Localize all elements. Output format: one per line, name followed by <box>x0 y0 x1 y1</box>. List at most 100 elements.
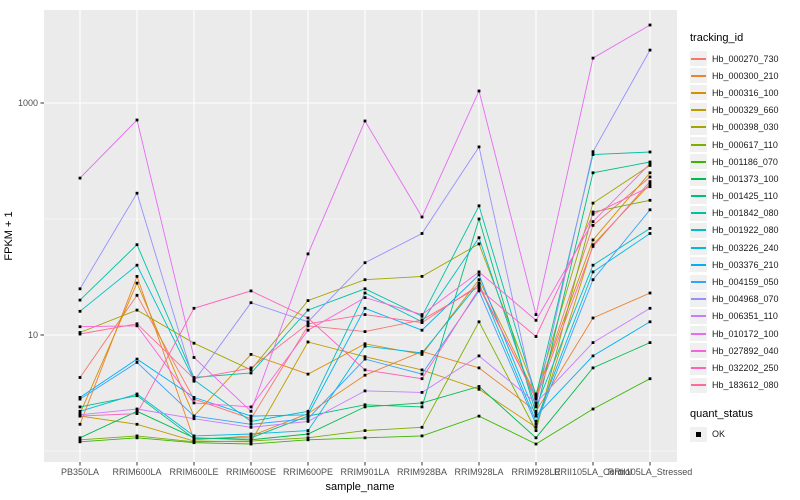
legend-key <box>690 154 707 170</box>
data-point <box>363 287 367 291</box>
legend-label-ok: OK <box>712 429 726 440</box>
legend-label: Hb_183612_080 <box>712 380 779 391</box>
legend-key <box>690 102 707 118</box>
data-point <box>534 429 538 432</box>
data-point <box>534 403 538 407</box>
data-point <box>648 198 652 202</box>
data-point <box>306 252 310 256</box>
data-point <box>306 436 310 440</box>
data-point <box>363 306 367 310</box>
legend-line-swatch <box>691 143 706 146</box>
legend-item-Hb_000617_110: Hb_000617_110 <box>690 136 800 153</box>
x-tick-label: RRIM600LA <box>112 467 161 477</box>
data-point <box>591 153 595 156</box>
data-point <box>534 420 538 423</box>
legend-item-Hb_001922_080: Hb_001922_080 <box>690 222 800 239</box>
data-point <box>477 145 481 149</box>
legend-quant-status: quant_status OK <box>690 408 800 443</box>
data-point <box>591 278 595 282</box>
data-point <box>420 215 424 219</box>
data-point <box>306 417 310 421</box>
data-point <box>78 397 82 401</box>
data-point <box>306 322 310 326</box>
data-point <box>135 392 139 396</box>
data-point <box>648 377 652 381</box>
data-point <box>648 162 652 166</box>
data-point <box>477 278 481 282</box>
legend-label: Hb_000270_730 <box>712 53 779 64</box>
data-point <box>78 396 82 399</box>
legend-line-swatch <box>691 332 706 335</box>
data-point <box>135 407 139 411</box>
data-point <box>591 263 595 267</box>
legend-key <box>690 377 707 393</box>
data-point <box>591 171 595 175</box>
data-point <box>135 191 139 195</box>
legend-label: Hb_000329_660 <box>712 105 779 116</box>
legend-label: Hb_006351_110 <box>712 311 778 322</box>
data-point <box>192 396 196 399</box>
data-point <box>477 89 481 93</box>
legend-item-Hb_000398_030: Hb_000398_030 <box>690 119 800 136</box>
data-point <box>249 438 253 442</box>
data-point <box>192 397 196 401</box>
legend-item-Hb_001425_110: Hb_001425_110 <box>690 188 800 205</box>
data-point <box>249 420 253 423</box>
x-tick-label: RRIM600PE <box>283 467 333 477</box>
data-point <box>591 238 595 242</box>
data-point <box>420 391 424 394</box>
legend-items: Hb_000270_730 Hb_000300_210 Hb_000316_100 H… <box>690 50 800 394</box>
legend-line-swatch <box>691 195 706 198</box>
data-point <box>648 291 652 295</box>
data-point <box>192 356 196 359</box>
legend-line-swatch <box>691 74 706 77</box>
data-point <box>477 285 481 289</box>
data-point <box>420 275 424 278</box>
y-tick-label: 1000 <box>18 98 38 108</box>
data-point <box>534 405 538 409</box>
data-point <box>192 441 196 445</box>
x-tick-label: RRIM928BA <box>397 467 447 477</box>
legend-label: Hb_027892_040 <box>712 345 779 356</box>
data-point <box>306 308 310 312</box>
legend-item-Hb_000270_730: Hb_000270_730 <box>690 50 800 67</box>
data-point <box>477 283 481 287</box>
legend-item-Hb_006351_110: Hb_006351_110 <box>690 308 800 325</box>
legend-line-swatch <box>691 126 706 129</box>
data-point <box>420 313 424 316</box>
legend-line-swatch <box>691 263 706 266</box>
data-point <box>192 417 196 421</box>
data-point <box>534 422 538 426</box>
data-point <box>477 217 481 221</box>
data-point <box>648 175 652 179</box>
legend-key <box>690 85 707 101</box>
data-point <box>534 396 538 399</box>
data-point <box>135 322 139 326</box>
data-point <box>192 341 196 345</box>
data-point <box>534 313 538 316</box>
data-point <box>78 438 82 442</box>
data-point <box>192 401 196 405</box>
data-point <box>420 434 424 438</box>
data-point <box>135 263 139 267</box>
data-point <box>477 414 481 418</box>
data-point <box>306 429 310 432</box>
data-point <box>420 321 424 324</box>
legend-item-Hb_027892_040: Hb_027892_040 <box>690 342 800 359</box>
data-point <box>534 436 538 440</box>
legend-line-swatch <box>691 91 706 94</box>
data-point <box>534 394 538 398</box>
legend-key <box>690 240 707 256</box>
data-point <box>249 366 253 370</box>
legend-key <box>690 343 707 359</box>
legend-line-swatch <box>691 315 706 318</box>
data-point <box>78 422 82 426</box>
data-point <box>648 232 652 235</box>
data-point <box>363 373 367 377</box>
legend-label: Hb_032202_250 <box>712 362 779 373</box>
data-point <box>306 328 310 332</box>
data-point <box>534 318 538 322</box>
legend-item-Hb_004968_070: Hb_004968_070 <box>690 291 800 308</box>
data-point <box>306 340 310 344</box>
data-point <box>78 409 82 413</box>
